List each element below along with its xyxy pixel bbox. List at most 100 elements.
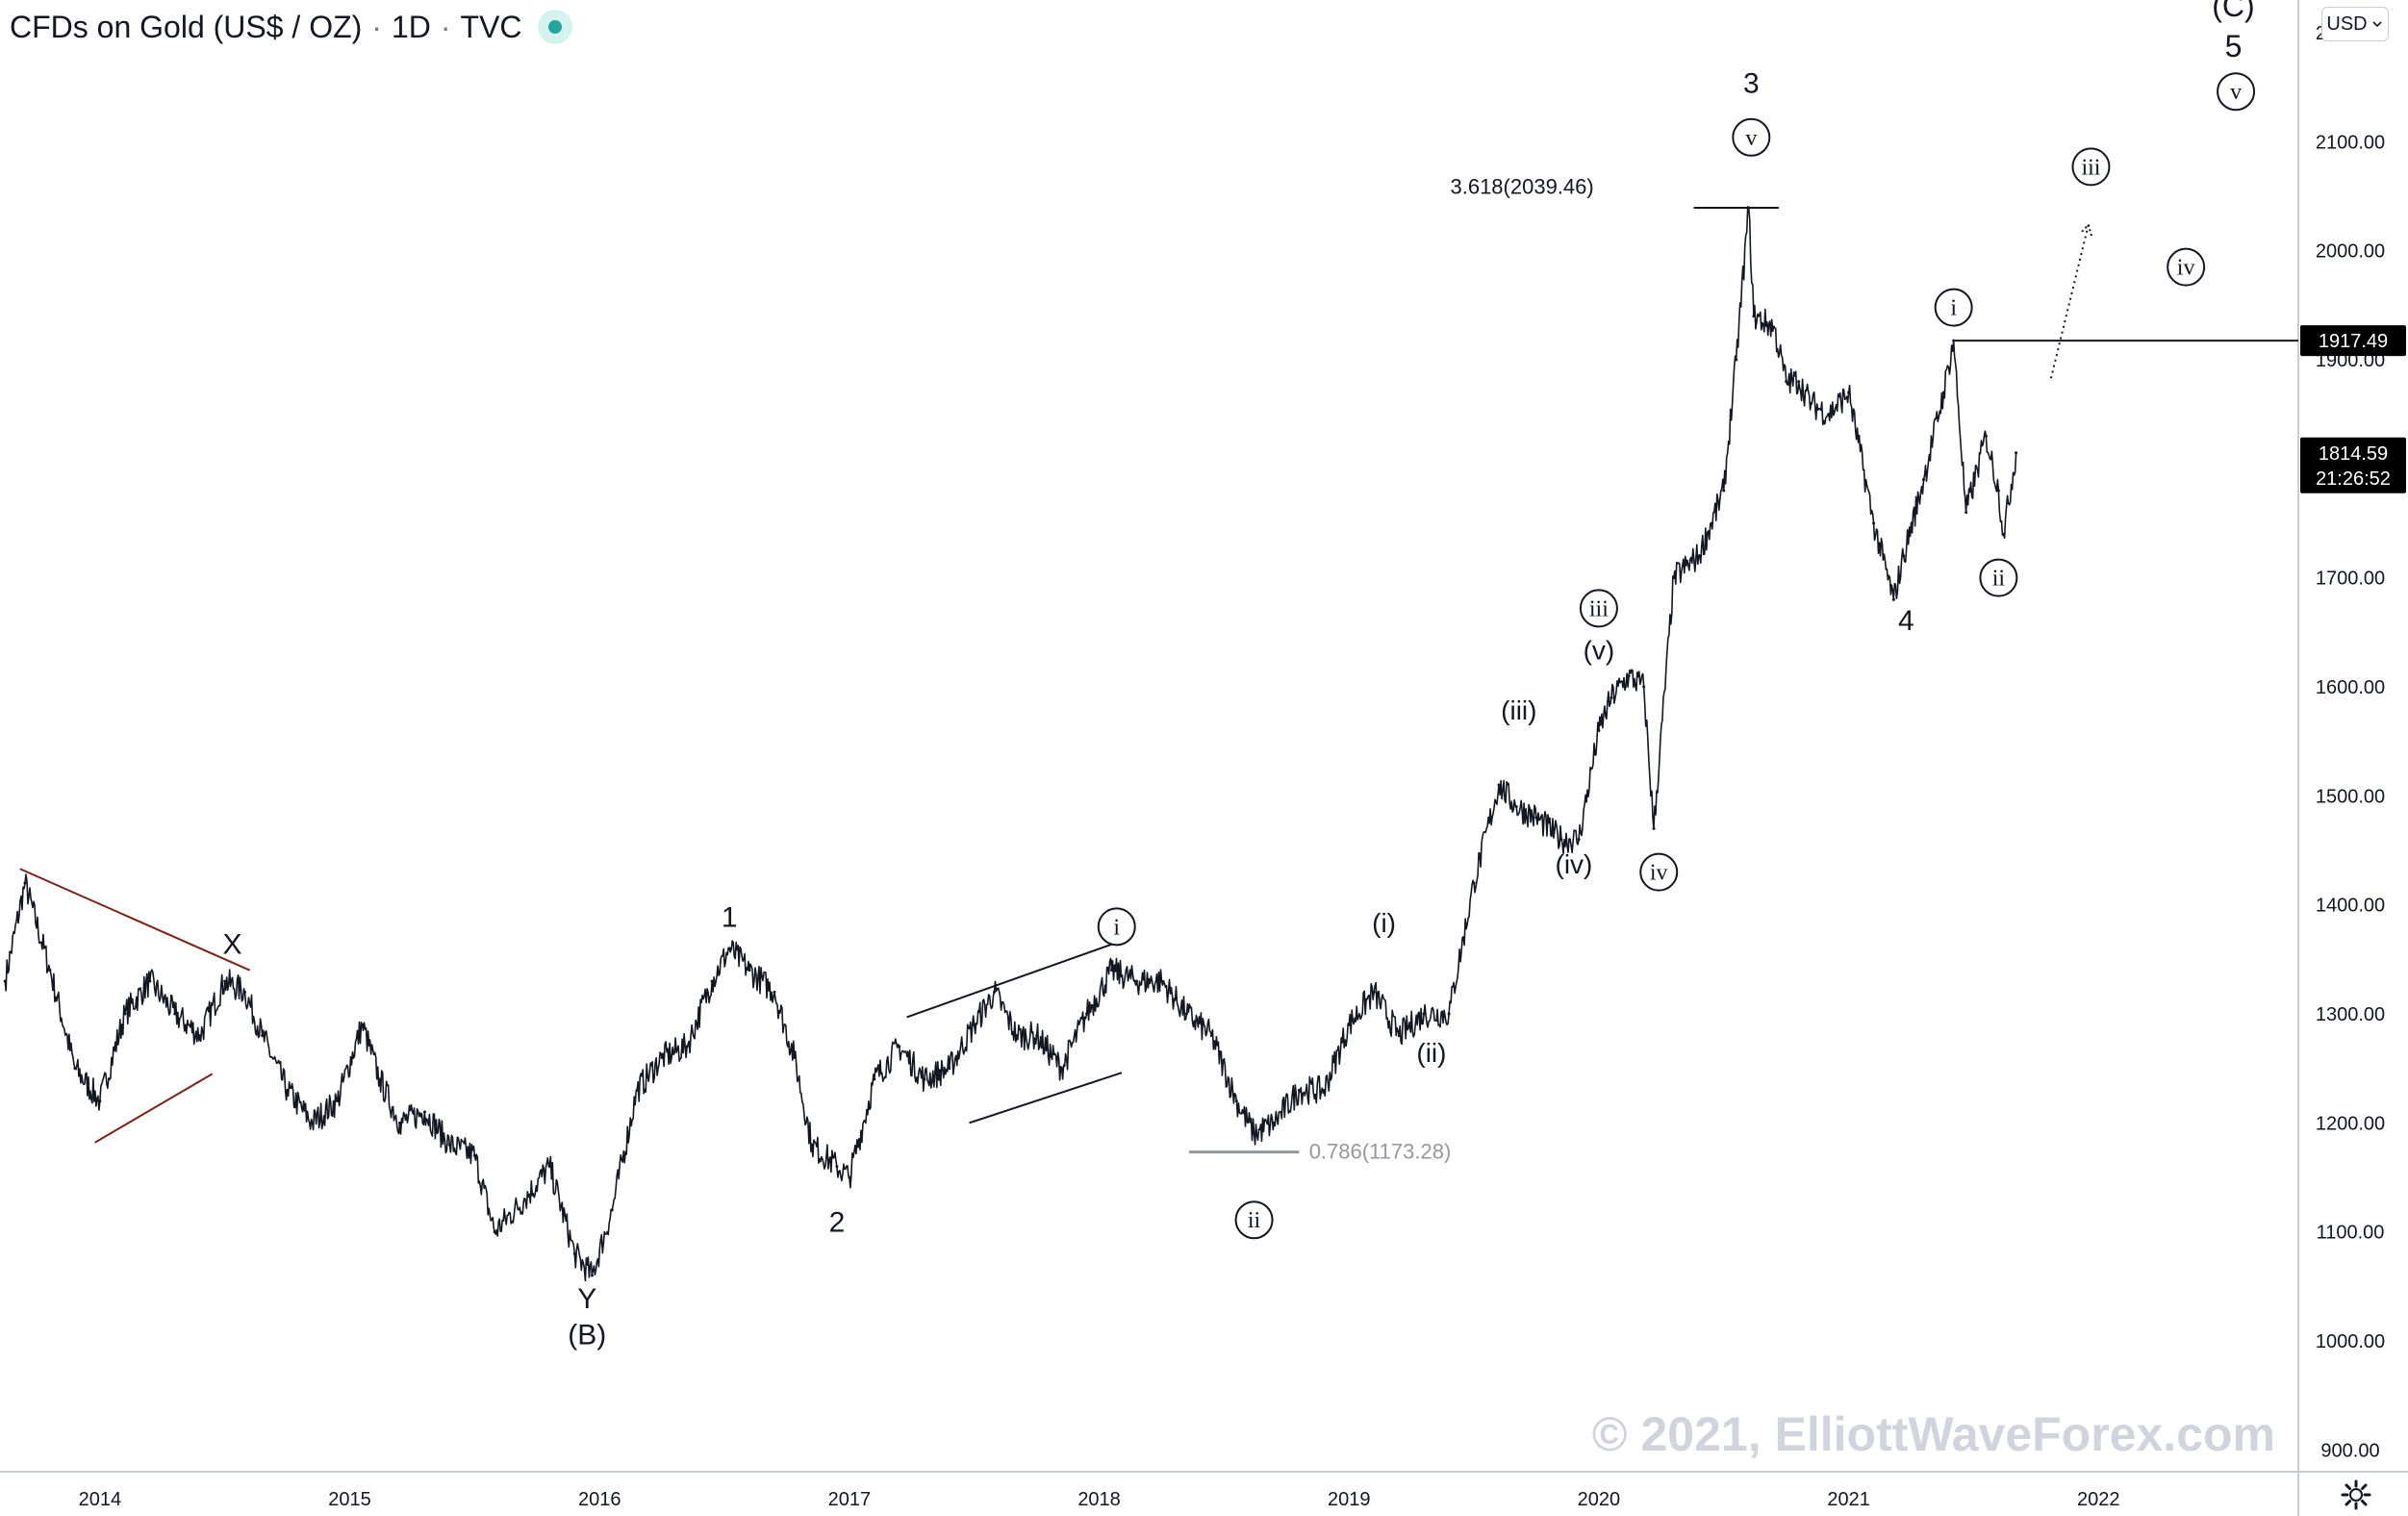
chart-header: CFDs on Gold (US$ / OZ) · 1D · TVC xyxy=(10,8,572,46)
symbol-title[interactable]: CFDs on Gold (US$ / OZ) xyxy=(10,9,363,44)
wave-label: (ii) xyxy=(1416,1038,1446,1068)
y-tick-label: 900.00 xyxy=(2320,1440,2379,1461)
price-point xyxy=(3,979,7,983)
price-point xyxy=(898,1045,901,1049)
wave-label-circled: iv xyxy=(1650,861,1668,886)
price-point xyxy=(472,1153,476,1157)
price-point xyxy=(810,1143,814,1147)
price-point xyxy=(2015,451,2018,455)
x-tick-label: 2014 xyxy=(79,1489,122,1510)
price-point xyxy=(1060,1067,1064,1071)
price-point xyxy=(1996,489,2000,493)
price-point xyxy=(1697,554,1701,558)
x-tick-label: 2019 xyxy=(1328,1489,1371,1510)
price-point xyxy=(378,1077,382,1081)
price-point xyxy=(1297,1088,1301,1092)
x-tick-label: 2015 xyxy=(328,1489,371,1510)
source-label: TVC xyxy=(460,9,522,44)
wave-label: (i) xyxy=(1372,908,1396,938)
wave-label-circle xyxy=(2167,247,2206,287)
price-point xyxy=(1797,380,1801,384)
channel-upper[interactable] xyxy=(906,940,1123,1019)
price-point xyxy=(73,1067,77,1071)
wave-label: 3 xyxy=(1743,67,1760,99)
wave-label-circled: v xyxy=(2230,80,2242,105)
price-tag-level xyxy=(2300,325,2406,357)
projection-arrow[interactable] xyxy=(2049,224,2090,379)
wave-label: (B) xyxy=(568,1319,606,1351)
price-point xyxy=(1610,695,1613,699)
price-point xyxy=(1372,990,1376,994)
interval-label[interactable]: 1D xyxy=(391,9,431,44)
price-point xyxy=(1597,728,1601,732)
price-point xyxy=(590,1274,594,1277)
price-point xyxy=(311,1121,315,1124)
wave-label-circled: i xyxy=(1113,915,1120,940)
y-tick-label: 1300.00 xyxy=(2316,1004,2385,1025)
wave-label-circle xyxy=(1732,117,1771,157)
triangle-lower[interactable] xyxy=(94,1073,214,1144)
price-point xyxy=(1827,413,1831,417)
price-point xyxy=(610,1208,614,1212)
price-point xyxy=(773,990,776,994)
price-point xyxy=(1110,969,1114,973)
price-point xyxy=(223,979,227,983)
wave-label-circled: iv xyxy=(2177,256,2195,281)
price-point xyxy=(685,1045,689,1049)
price-point xyxy=(793,1055,797,1059)
price-point xyxy=(1785,380,1788,384)
price-point xyxy=(1735,358,1738,362)
price-point xyxy=(635,1088,639,1092)
price-point xyxy=(1964,511,1968,515)
currency-button[interactable]: USD xyxy=(2321,7,2389,41)
chevron-down-icon xyxy=(2372,21,2382,28)
price-point xyxy=(572,1251,576,1255)
y-tick-label: 1700.00 xyxy=(2316,568,2385,590)
projection-arrowhead xyxy=(2080,222,2092,237)
header-separator: · xyxy=(371,9,382,44)
price-point xyxy=(1872,521,1876,525)
price-point xyxy=(1397,1034,1401,1038)
price-point xyxy=(1810,401,1813,405)
price-point xyxy=(493,1230,496,1234)
wave-label-circled: iii xyxy=(1589,596,1609,621)
price-series-line[interactable] xyxy=(4,206,2017,1282)
price-point xyxy=(1577,838,1581,842)
price-point xyxy=(748,969,751,973)
wave-label-circle xyxy=(1639,852,1679,892)
wave-label-circled: iii xyxy=(2081,155,2100,180)
price-point xyxy=(98,1099,102,1103)
wave-label: 4 xyxy=(1898,605,1914,637)
price-point xyxy=(1534,816,1538,820)
gear-icon[interactable] xyxy=(2340,1478,2372,1511)
y-tick-label: 1100.00 xyxy=(2317,1223,2385,1244)
price-point xyxy=(1253,1132,1256,1136)
price-point xyxy=(1627,674,1631,678)
wave-label-circled: i xyxy=(1950,296,1957,321)
y-tick-label: 1000.00 xyxy=(2316,1331,2385,1352)
price-point xyxy=(1672,576,1676,580)
price-point xyxy=(1921,478,1925,482)
price-point xyxy=(1902,554,1906,558)
price-point xyxy=(1642,685,1646,689)
channel-lower[interactable] xyxy=(969,1072,1123,1124)
wave-label: 5 xyxy=(2225,29,2243,63)
wave-label: (iv) xyxy=(1556,849,1593,879)
x-tick-label: 2018 xyxy=(1077,1489,1121,1510)
price-point xyxy=(1159,979,1163,983)
wave-label-circled: ii xyxy=(1992,567,2006,592)
price-point xyxy=(261,1034,265,1038)
price-point xyxy=(1234,1099,1238,1103)
price-tag-text: 21:26:52 xyxy=(2316,468,2391,490)
price-point xyxy=(1272,1121,1276,1124)
wave-label: 2 xyxy=(829,1207,846,1239)
x-tick-label: 2021 xyxy=(1827,1489,1870,1510)
price-point xyxy=(948,1067,951,1071)
y-tick-label: 1400.00 xyxy=(2316,896,2385,917)
wave-label-circle xyxy=(1234,1200,1274,1240)
price-point xyxy=(727,947,731,950)
price-point xyxy=(2002,532,2006,536)
price-point xyxy=(23,881,27,885)
triangle-upper[interactable] xyxy=(19,868,251,972)
